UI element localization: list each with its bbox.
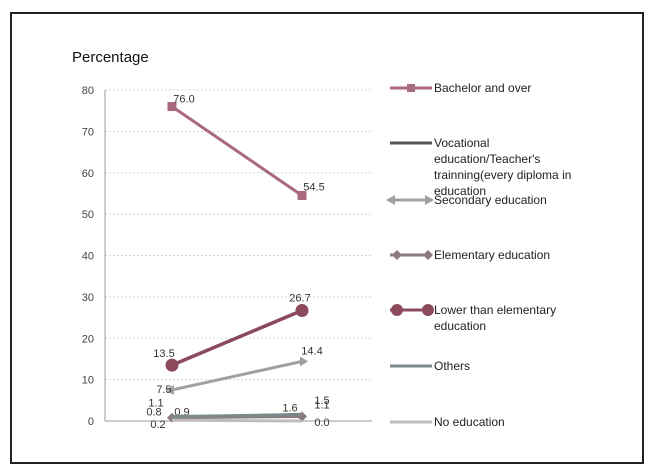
y-tick-label: 0 <box>88 416 94 428</box>
series-line <box>171 359 303 392</box>
data-label: 26.7 <box>289 293 310 305</box>
series-marker <box>165 358 179 372</box>
series-line <box>171 413 303 418</box>
data-label: 13.5 <box>153 348 174 360</box>
legend-marker <box>392 250 402 260</box>
y-tick-label: 70 <box>82 126 94 138</box>
y-tick-label: 10 <box>82 375 94 387</box>
legend-label: Bachelor and over <box>434 81 531 95</box>
legend-label: education <box>434 319 486 333</box>
y-tick-label: 30 <box>82 292 94 304</box>
legend-marker <box>423 250 433 260</box>
series-marker <box>297 191 307 201</box>
data-label: 1.1 <box>148 397 163 409</box>
series-marker <box>167 102 177 112</box>
y-tick-label: 20 <box>82 333 94 345</box>
y-axis-title: Percentage <box>72 49 149 66</box>
data-label: 1.6 <box>282 402 297 414</box>
y-tick-label: 40 <box>82 251 94 263</box>
data-label: 76.0 <box>173 94 194 106</box>
data-label: 1.5 <box>314 395 329 407</box>
legend-label: Elementary education <box>434 248 550 262</box>
y-tick-label: 60 <box>82 168 94 180</box>
legend-label: trainning(every diploma in <box>434 168 571 182</box>
legend-label: education/Teacher's <box>434 152 540 166</box>
series-line <box>171 418 303 423</box>
series-marker <box>300 356 308 367</box>
data-label: 0.2 <box>150 419 165 431</box>
y-tick-label: 50 <box>82 209 94 221</box>
legend-marker <box>422 304 434 316</box>
legend-label: Secondary education <box>434 193 547 207</box>
data-label: 54.5 <box>303 182 324 194</box>
data-label: 14.4 <box>301 345 322 357</box>
series-marker <box>295 304 309 318</box>
data-label: 0.8 <box>146 407 161 419</box>
legend-label: Lower than elementary <box>434 303 556 317</box>
data-label: 0.0 <box>314 417 329 429</box>
series-line <box>171 308 303 367</box>
data-label: 7.5 <box>156 384 171 396</box>
legend-label: education <box>434 184 486 198</box>
data-label: 1.1 <box>314 399 329 411</box>
legend-marker <box>386 195 395 205</box>
series-marker <box>165 384 174 395</box>
legend-label: Vocational <box>434 136 489 150</box>
legend-marker <box>391 304 403 316</box>
legend-marker <box>425 195 434 205</box>
legend-label: Others <box>434 359 470 373</box>
legend-marker <box>407 84 415 92</box>
chart-frame <box>10 12 644 464</box>
legend-label: No education <box>434 415 505 429</box>
y-tick-label: 80 <box>82 85 94 97</box>
series-line <box>171 105 303 197</box>
